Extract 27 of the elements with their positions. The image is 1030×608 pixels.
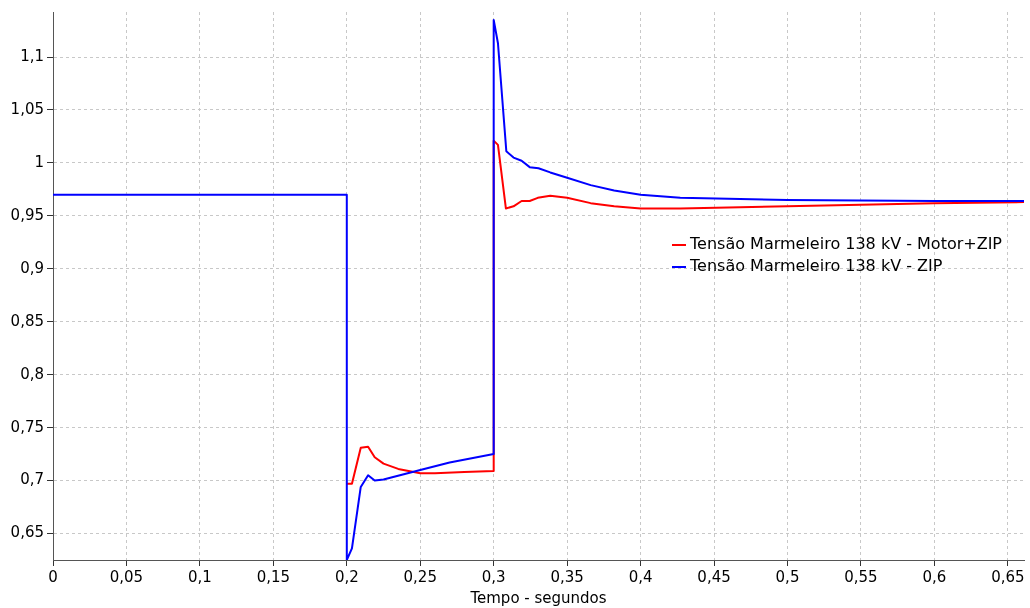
y-tick-label: 1 [34, 152, 44, 171]
x-tick-label: 0 [48, 567, 58, 586]
y-tick-label: 0,65 [10, 523, 44, 542]
y-tick-label: 0,85 [10, 311, 44, 330]
x-tick-label: 0,55 [844, 567, 878, 586]
x-tick-label: 0,5 [775, 567, 800, 586]
x-tick-label: 0,35 [550, 567, 584, 586]
x-tick-label: 0,1 [187, 567, 212, 586]
y-tick-label: 0,95 [10, 205, 44, 224]
x-tick-label: 0,4 [628, 567, 653, 586]
legend-label: Tensão Marmeleiro 138 kV - ZIP [689, 256, 943, 276]
y-tick-label: 0,75 [10, 417, 44, 436]
x-axis-title: Tempo - segundos [469, 588, 607, 607]
x-tick-label: 0,25 [403, 567, 437, 586]
x-tick-label: 0,45 [697, 567, 731, 586]
y-tick-label: 0,8 [20, 364, 44, 383]
x-tick-label: 0,3 [481, 567, 506, 586]
x-tick-label: 0,15 [256, 567, 291, 586]
y-tick-label: 1,1 [20, 46, 44, 65]
x-tick-label: 0,05 [109, 567, 144, 586]
y-tick-label: 0,7 [20, 470, 44, 489]
y-tick-label: 1,05 [10, 99, 44, 118]
x-tick-label: 0,2 [334, 567, 359, 586]
x-tick-label: 0,65 [991, 567, 1025, 586]
legend-label: Tensão Marmeleiro 138 kV - Motor+ZIP [689, 234, 1003, 254]
x-tick-label: 0,6 [922, 567, 947, 586]
y-tick-label: 0,9 [20, 258, 44, 277]
